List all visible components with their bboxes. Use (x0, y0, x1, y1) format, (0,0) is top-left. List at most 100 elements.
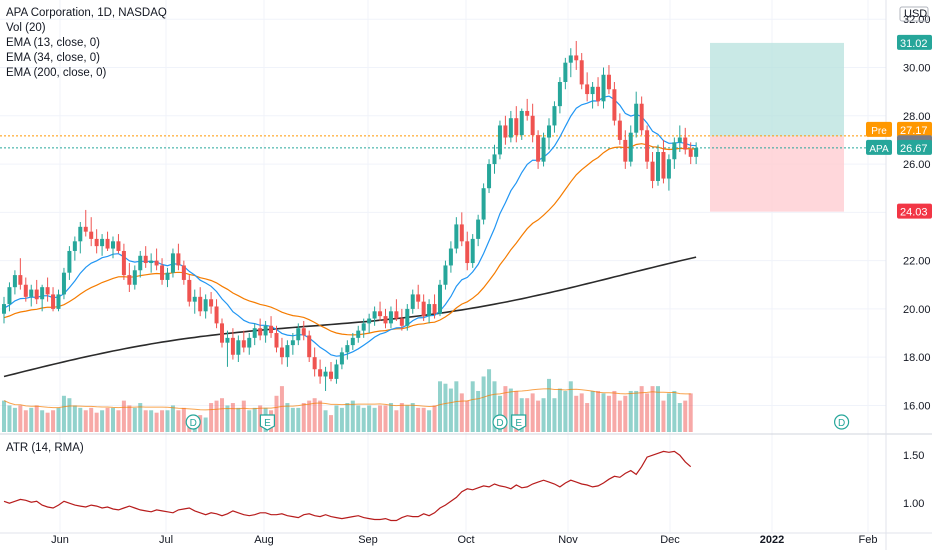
candle-body (78, 226, 83, 242)
volume-bar (677, 403, 682, 432)
volume-bar (410, 403, 415, 432)
candle-body (410, 294, 415, 309)
candle-body (45, 287, 50, 295)
pre-price-badge-bg (897, 121, 932, 137)
volume-bar (585, 403, 590, 432)
volume-bar (656, 386, 660, 432)
volume-bar (100, 410, 105, 432)
candle-body (579, 60, 584, 85)
volume-bar (132, 407, 137, 432)
ticker-tag: APA (866, 139, 892, 155)
volume-bar (339, 407, 344, 432)
pre-tag-text: Pre (871, 126, 887, 137)
volume-bar (154, 412, 159, 432)
x-tick-label: Nov (558, 534, 578, 546)
candle-body (645, 130, 650, 162)
event-marker-label: E (515, 418, 522, 429)
candle-body (639, 103, 644, 131)
target-zone (710, 42, 844, 137)
candle-body (187, 279, 192, 302)
candle-body (606, 74, 611, 90)
candle-body (301, 328, 306, 336)
candle-body (100, 238, 105, 247)
y-tick-label: 22.00 (903, 256, 931, 268)
candle-body (329, 371, 333, 379)
indicator-ema13[interactable]: EMA (13, close, 0) (6, 37, 100, 49)
indicator-ema200[interactable]: EMA (200, close, 0) (6, 67, 107, 79)
volume-bar (459, 393, 464, 432)
volume-bar (51, 410, 56, 432)
candle-body (497, 125, 502, 155)
stop-zone (710, 136, 844, 212)
volume-bar (29, 407, 34, 432)
candle-body (666, 159, 671, 179)
event-marker-label: D (496, 418, 503, 429)
target-price-badge-text: 31.02 (900, 38, 928, 50)
x-tick-label: Oct (457, 534, 474, 546)
volume-bar (672, 390, 677, 432)
dividend-marker-circle (185, 414, 201, 430)
event-marker-d[interactable]: D (833, 414, 850, 430)
volume-bar (12, 407, 17, 432)
y-tick-label: 18.00 (903, 352, 931, 364)
atr-indicator-label[interactable]: ATR (14, RMA) (6, 442, 84, 454)
volume-bar (312, 398, 317, 432)
volume-bar (121, 400, 126, 432)
event-marker-d[interactable]: D (492, 414, 508, 430)
pre-price-badge-text: 27.17 (900, 125, 928, 137)
x-tick-label: Aug (254, 534, 274, 546)
candle-body (121, 250, 126, 276)
volume-bar (203, 417, 208, 432)
volume-bar (94, 412, 99, 432)
pre-tag: Pre (866, 121, 892, 137)
candle-body (296, 328, 301, 341)
candle-body (170, 253, 175, 273)
volume-bar (61, 395, 66, 432)
event-marker-d[interactable]: D (185, 414, 201, 430)
volume-bar (497, 395, 502, 432)
volume-bar (18, 405, 23, 432)
volume-bar (7, 405, 12, 432)
candle-body (574, 55, 579, 61)
candle-body (143, 255, 148, 264)
candle-body (307, 335, 312, 358)
candle-body (241, 340, 246, 348)
volume-bar (405, 405, 410, 432)
candle-body (563, 62, 568, 82)
event-marker-e[interactable]: E (259, 414, 275, 431)
volume-bar (176, 410, 181, 432)
volume-bar (503, 386, 508, 432)
candle-body (198, 296, 203, 312)
candle-body (470, 238, 475, 264)
candle-body (290, 340, 295, 346)
pre-tag-bg (866, 121, 892, 137)
close-price-badge: 26.67 (897, 139, 932, 155)
candle-body (350, 337, 355, 346)
indicator-volume[interactable]: Vol (20) (6, 22, 46, 34)
indicator-ema34[interactable]: EMA (34, close, 0) (6, 52, 100, 64)
candle-body (67, 250, 72, 273)
candle-body (596, 86, 601, 102)
candle-body (519, 110, 524, 136)
volume-bar (606, 395, 611, 432)
symbol-title[interactable]: APA Corporation, 1D, NASDAQ (6, 7, 167, 19)
volume-bar (45, 412, 50, 432)
volume-bar (448, 388, 453, 432)
volume-bar (547, 378, 551, 432)
volume-bar (623, 395, 628, 432)
volume-bar (252, 407, 257, 432)
candle-body (443, 265, 448, 285)
volume-bar (301, 403, 306, 432)
event-marker-e[interactable]: E (511, 414, 527, 431)
volume-bar (89, 407, 94, 432)
candle-body (230, 337, 235, 355)
candle-body (160, 265, 165, 280)
volume-bar (296, 407, 301, 432)
candle-body (61, 272, 66, 295)
stop-price-badge-text: 24.03 (900, 207, 928, 219)
candle-body (432, 304, 437, 314)
candle-body (361, 323, 366, 331)
volume-bar (666, 393, 671, 432)
